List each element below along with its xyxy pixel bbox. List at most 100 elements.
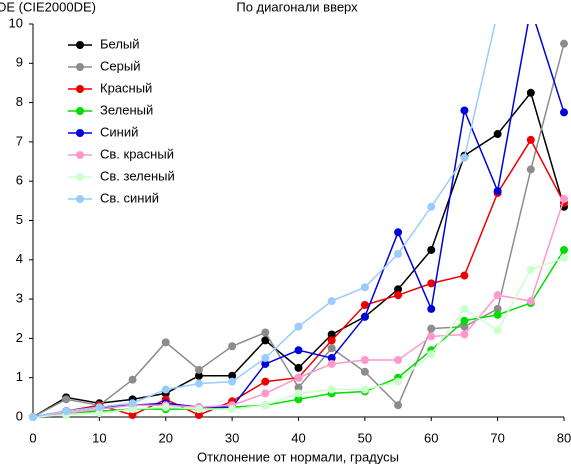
data-point — [427, 202, 436, 211]
y-tick-label: 5 — [16, 212, 23, 227]
data-point — [128, 405, 137, 414]
data-point — [194, 371, 203, 380]
data-point — [194, 405, 203, 414]
y-tick-label: 8 — [16, 94, 23, 109]
data-point — [261, 354, 270, 363]
x-tick-label: 60 — [424, 430, 438, 445]
y-tick-label: 10 — [9, 15, 23, 30]
data-point — [161, 403, 170, 412]
x-tick-label: 0 — [29, 430, 36, 445]
y-tick-label: 4 — [16, 251, 23, 266]
legend-label: Красный — [100, 80, 152, 95]
data-point — [95, 409, 104, 418]
data-point — [493, 304, 502, 313]
data-point — [261, 328, 270, 337]
data-point — [228, 377, 237, 386]
data-point — [427, 304, 436, 313]
data-point — [228, 371, 237, 380]
data-point — [327, 344, 336, 353]
data-point — [360, 283, 369, 292]
legend-label: Св. синий — [100, 190, 159, 205]
data-point — [327, 297, 336, 306]
data-point — [261, 401, 270, 410]
y-axis-label: DE (CIE2000DE) — [0, 0, 96, 14]
x-axis-label: Отклонение от нормали, градусы — [197, 449, 399, 464]
data-point — [460, 106, 469, 115]
data-point — [493, 291, 502, 300]
data-point — [560, 108, 568, 117]
data-point — [294, 373, 303, 382]
data-point — [526, 165, 535, 174]
data-point — [460, 271, 469, 280]
data-point — [261, 377, 270, 386]
data-point — [493, 130, 502, 139]
data-point — [294, 395, 303, 404]
legend-label: Св. зеленый — [100, 168, 175, 183]
legend-marker — [76, 63, 84, 71]
legend-marker — [76, 151, 84, 159]
data-point — [294, 383, 303, 392]
data-point — [360, 312, 369, 321]
data-point — [261, 336, 270, 345]
data-point — [526, 265, 535, 274]
x-tick-label: 30 — [225, 430, 239, 445]
data-point — [526, 297, 535, 306]
x-tick-label: 20 — [159, 430, 173, 445]
y-tick-label: 9 — [16, 55, 23, 70]
data-point — [394, 377, 403, 386]
data-point — [493, 310, 502, 319]
x-tick-label: 70 — [490, 430, 504, 445]
data-point — [161, 385, 170, 394]
data-point — [327, 354, 336, 363]
y-tick-label: 1 — [16, 369, 23, 384]
data-point — [95, 403, 104, 412]
legend-label: Зеленый — [100, 102, 153, 117]
data-point — [194, 365, 203, 374]
data-point — [560, 253, 568, 262]
legend-marker — [76, 195, 84, 203]
data-point — [161, 338, 170, 347]
data-point — [493, 326, 502, 335]
data-point — [128, 375, 137, 384]
legend-marker — [76, 41, 84, 49]
data-point — [62, 407, 71, 416]
data-point — [294, 363, 303, 372]
data-point — [29, 413, 37, 421]
data-point — [526, 88, 535, 97]
data-point — [427, 350, 436, 359]
data-point — [427, 279, 436, 288]
data-point — [360, 300, 369, 309]
legend-marker — [76, 173, 84, 181]
data-point — [427, 332, 436, 341]
data-point — [327, 385, 336, 394]
data-point — [228, 405, 237, 414]
data-point — [427, 324, 436, 333]
data-point — [494, 8, 502, 16]
data-point — [460, 304, 469, 313]
y-tick-label: 0 — [16, 408, 23, 423]
data-point — [526, 135, 535, 144]
legend-label: Св. красный — [100, 146, 174, 161]
legend-label: Серый — [100, 58, 140, 73]
x-tick-label: 50 — [358, 430, 372, 445]
data-point — [360, 367, 369, 376]
legend-marker — [76, 129, 84, 137]
data-point — [194, 411, 203, 420]
x-tick-label: 80 — [557, 430, 571, 445]
data-point — [560, 194, 568, 203]
y-tick-label: 7 — [16, 133, 23, 148]
data-point — [228, 342, 237, 351]
data-point — [261, 359, 270, 368]
chart-title: По диагонали вверх — [236, 0, 358, 14]
legend-marker — [76, 85, 84, 93]
data-point — [460, 330, 469, 339]
data-point — [527, 4, 535, 12]
data-point — [62, 395, 71, 404]
data-point — [128, 399, 137, 408]
data-point — [394, 356, 403, 365]
data-point — [194, 379, 203, 388]
data-point — [360, 385, 369, 394]
x-tick-label: 10 — [92, 430, 106, 445]
data-point — [394, 285, 403, 294]
